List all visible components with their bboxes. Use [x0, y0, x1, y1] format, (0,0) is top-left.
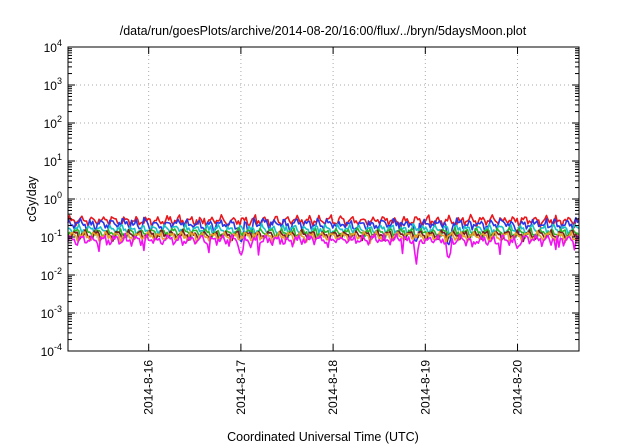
- series-layer: [67, 213, 580, 265]
- y-tick-label: 103: [44, 76, 62, 93]
- x-axis-label: Coordinated Universal Time (UTC): [227, 430, 419, 444]
- y-tick-label: 101: [44, 152, 62, 169]
- x-tick-label: 2014-8-17: [234, 360, 248, 415]
- y-tick-label: 10-3: [41, 304, 62, 321]
- y-ticks: 10-4 10-3 10-2 10-1 100 101 102 103 104: [41, 38, 579, 359]
- x-ticks: 2014-8-16 2014-8-17 2014-8-18 2014-8-19 2014…: [142, 47, 525, 415]
- grid: [68, 47, 579, 351]
- x-tick-label: 2014-8-19: [418, 360, 432, 415]
- y-tick-label: 10-2: [41, 266, 62, 283]
- y-tick-label: 10-1: [41, 228, 62, 245]
- series-line: [67, 232, 580, 265]
- x-tick-label: 2014-8-16: [142, 360, 156, 415]
- series-line: [67, 228, 580, 243]
- y-tick-label: 10-4: [41, 342, 62, 359]
- x-tick-label: 2014-8-18: [326, 360, 340, 415]
- y-tick-label: 100: [44, 190, 62, 207]
- series-line: [67, 230, 580, 245]
- y-tick-label: 102: [44, 114, 62, 131]
- y-axis-label: cGy/day: [25, 175, 39, 222]
- y-tick-label: 104: [44, 38, 62, 55]
- x-tick-label: 2014-8-20: [511, 360, 525, 415]
- chart-title: /data/run/goesPlots/archive/2014-08-20/1…: [120, 24, 527, 38]
